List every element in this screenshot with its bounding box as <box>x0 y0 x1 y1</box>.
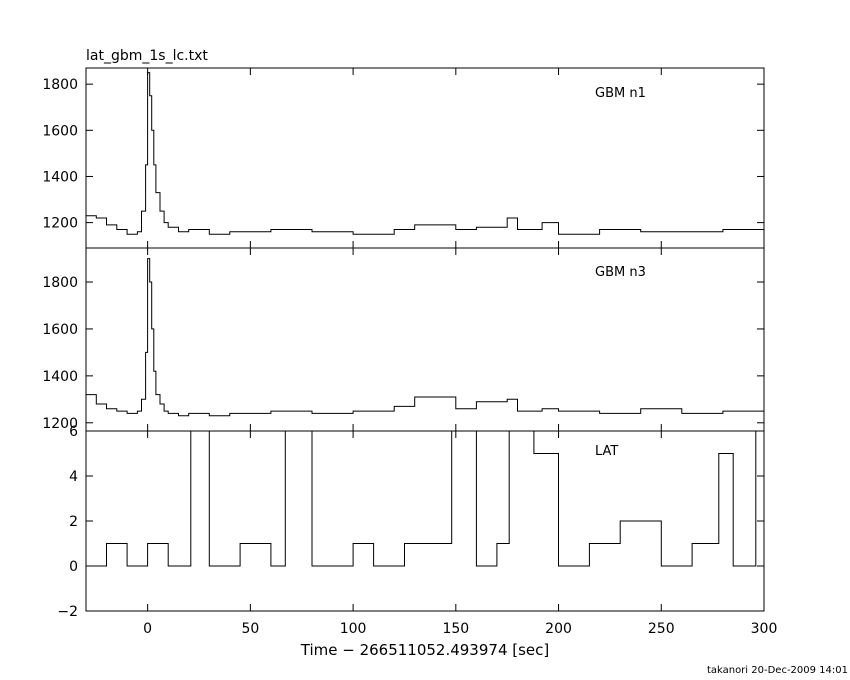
y-tick-label: 0 <box>69 559 78 575</box>
y-tick-label: 1400 <box>42 369 78 385</box>
y-tick-label: 1200 <box>42 216 78 232</box>
y-tick-label: 1600 <box>42 123 78 139</box>
y-tick-label: 1800 <box>42 275 78 291</box>
panel-label-gbm-n3: GBM n3 <box>595 265 646 280</box>
y-tick-label: 4 <box>69 469 78 485</box>
panel-label-lat: LAT <box>595 444 618 459</box>
panel-gbm-n3: GBM n3 1200 1400 1600 1800 <box>42 247 765 432</box>
y-tick-label: 1400 <box>42 169 78 185</box>
x-tick-label: 150 <box>442 621 469 637</box>
x-tick-label: 100 <box>340 621 367 637</box>
x-tick-label: 300 <box>751 621 778 637</box>
panel-gbm-n1: GBM n1 1200 1400 1600 1800 <box>42 67 765 249</box>
x-tick-label: 0 <box>143 621 152 637</box>
y-tick-label: 1200 <box>42 416 78 432</box>
panel-frame <box>85 247 765 432</box>
x-tick-labels: 0 50 100 150 200 250 300 <box>143 621 777 637</box>
x-tick-label: 250 <box>648 621 675 637</box>
y-tick-label: 1800 <box>42 77 78 93</box>
footer-stamp: takanori 20-Dec-2009 14:01 <box>707 665 848 676</box>
y-tick-label: −2 <box>57 604 78 620</box>
panel-label-gbm-n1: GBM n1 <box>595 86 646 101</box>
series-line <box>86 72 764 235</box>
series-line <box>86 430 765 567</box>
panel-lat: LAT −2 0 2 4 6 <box>57 424 765 620</box>
x-tick-label: 50 <box>241 621 259 637</box>
y-tick-label: 2 <box>69 514 78 530</box>
y-tick-label: 1600 <box>42 322 78 338</box>
y-tick-label: 6 <box>69 424 78 440</box>
panel-frame <box>85 430 765 612</box>
chart-title: lat_gbm_1s_lc.txt <box>86 48 208 64</box>
x-tick-label: 200 <box>545 621 572 637</box>
series-line <box>86 258 764 417</box>
x-axis-label: Time − 266511052.493974 [sec] <box>300 641 550 659</box>
panel-frame <box>85 67 765 249</box>
